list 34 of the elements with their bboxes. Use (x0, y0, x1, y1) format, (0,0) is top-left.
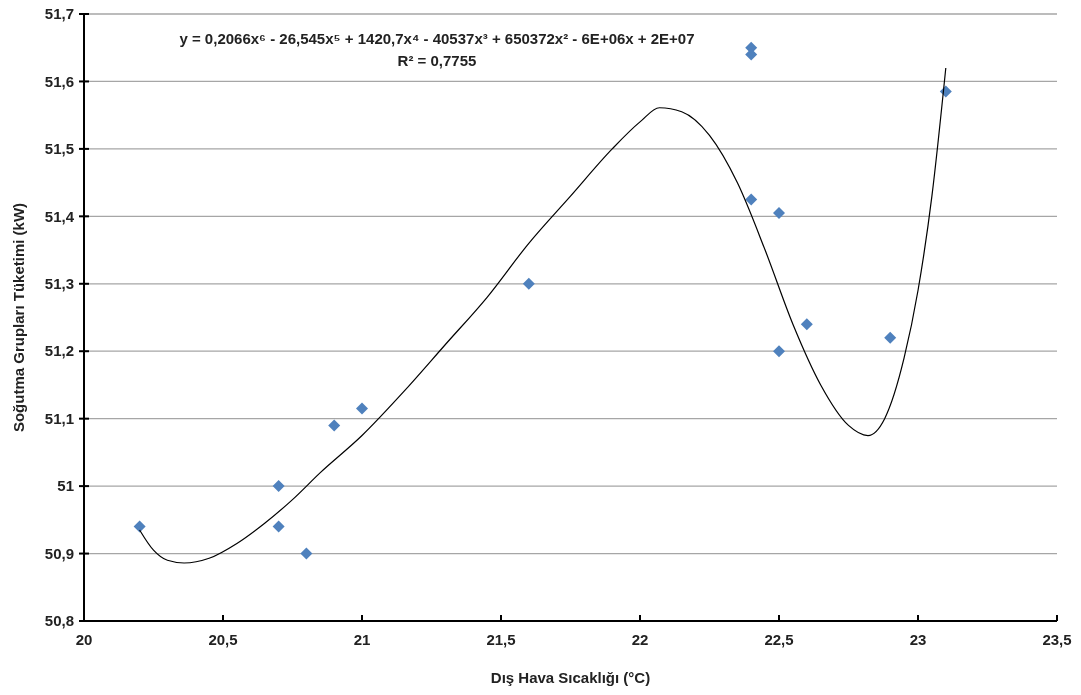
y-tick-label: 51,6 (44, 72, 74, 90)
point (356, 402, 368, 415)
point (522, 277, 535, 290)
x-tick-label: 21,5 (486, 631, 516, 648)
x-tick-label: 22 (631, 631, 649, 648)
point (800, 318, 813, 331)
point (773, 206, 785, 219)
x-tick-label: 20 (75, 631, 93, 648)
x-tick-label: 20,5 (208, 631, 238, 648)
x-tick-label: 22,5 (764, 631, 794, 648)
y-tick-label: 51 (57, 477, 74, 495)
annotation: R² = 0,7755 (397, 52, 477, 69)
point (272, 480, 285, 493)
point (300, 547, 313, 560)
y-tick-label: 51,4 (44, 207, 75, 225)
point (884, 331, 897, 344)
x-axis-title: Dış Hava Sıcaklığı (°C) (490, 669, 651, 686)
point (328, 419, 341, 432)
y-tick-label: 51,1 (44, 409, 74, 427)
x-tick-label: 23 (909, 631, 927, 648)
point (272, 520, 285, 533)
point (133, 520, 146, 533)
y-tick-label: 50,8 (44, 612, 74, 630)
x-tick-label: 21 (353, 631, 371, 648)
x-tick-label: 23,5 (1042, 631, 1072, 648)
y-tick-label: 51,7 (44, 5, 74, 23)
y-tick-label: 50,9 (44, 544, 74, 562)
point (773, 345, 785, 358)
y-tick-label: 51,3 (44, 275, 74, 293)
y-tick-label: 51,5 (44, 140, 74, 158)
point (745, 193, 758, 206)
annotation: y = 0,2066x⁶ - 26,545x⁵ + 1420,7x⁴ - 40537x³ + 650372x² - 6E+06x + 2E+07 (179, 30, 695, 47)
y-tick-label: 51,2 (44, 342, 74, 360)
y-axis-title: Soğutma Grupları Tüketimi (kW) (10, 202, 27, 433)
